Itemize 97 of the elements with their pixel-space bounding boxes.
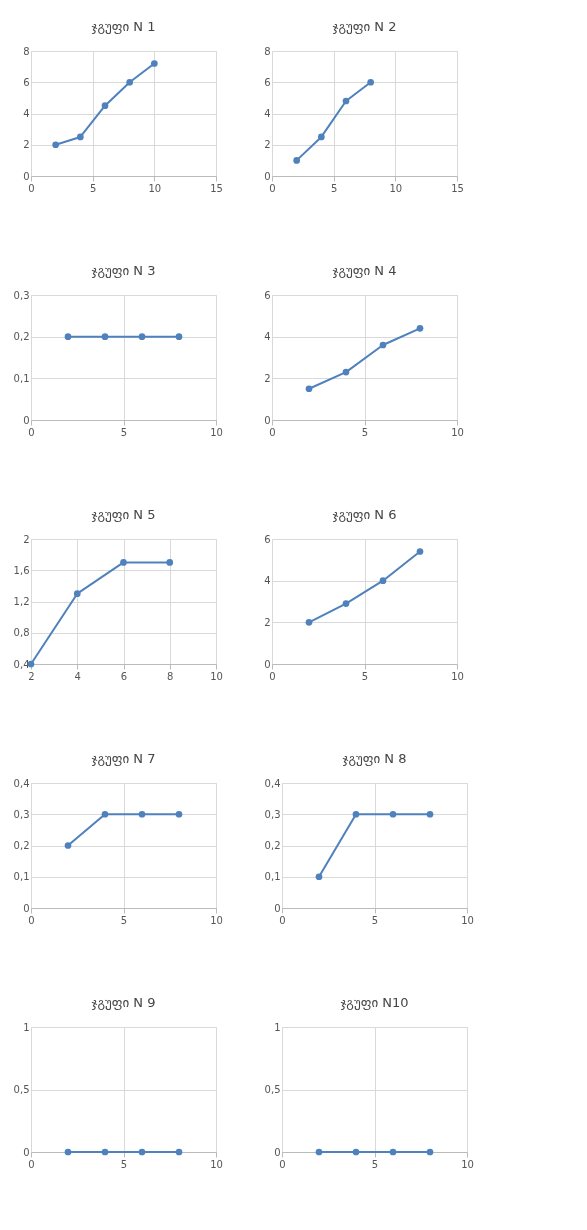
chart-title: ჯგუფი N 8	[342, 751, 407, 766]
y-tick-label: 6	[264, 289, 271, 301]
y-tick-label: 0,3	[264, 808, 281, 820]
x-tick-label: 5	[120, 1158, 128, 1170]
y-tick-label: 6	[264, 76, 271, 88]
x-tick-label: 15	[210, 182, 223, 194]
y-tick-label: 2	[264, 372, 271, 384]
chart-title: ჯგუფი N 6	[332, 507, 397, 522]
point	[305, 385, 313, 393]
point	[120, 559, 127, 566]
y-tick-label: 4	[23, 108, 30, 119]
point	[52, 141, 60, 149]
y-tick-label: 0,4	[13, 777, 30, 789]
y-tick-label: 8	[23, 45, 30, 57]
x-tick-label: 5	[361, 670, 369, 682]
point	[166, 559, 174, 566]
y-tick-label: 0	[23, 1146, 30, 1158]
y-tick-label: 0,1	[13, 372, 30, 384]
y-tick-label: 0,2	[13, 331, 30, 343]
y-tick-label: 1,2	[13, 596, 30, 607]
y-tick-label: 0	[23, 902, 30, 914]
y-tick-label: 1	[274, 1021, 281, 1033]
y-tick-label: 0	[23, 414, 30, 426]
point	[317, 133, 325, 141]
y-tick-label: 0	[23, 170, 30, 182]
chart-title: ჯგუფი N 3	[91, 263, 156, 278]
chart-title: ჯგუფი N 1	[91, 19, 156, 34]
x-tick-label: 5	[371, 1158, 379, 1170]
point	[416, 548, 424, 555]
point	[342, 97, 350, 105]
x-tick-label: 5	[120, 426, 128, 438]
y-tick-label: 0	[264, 658, 271, 670]
point	[342, 600, 350, 607]
y-tick-label: 2	[264, 139, 271, 151]
y-tick-label: 1	[23, 1021, 30, 1033]
chart-title: ჯგუფი N 5	[91, 507, 156, 522]
x-tick-label: 8	[167, 670, 174, 682]
point	[367, 78, 375, 86]
y-tick-label: 4	[264, 331, 271, 343]
y-tick-label: 4	[264, 108, 271, 119]
y-tick-label: 1,6	[13, 564, 30, 576]
chart-title: ჯგუფი N 9	[91, 995, 156, 1010]
x-tick-label: 10	[210, 1158, 223, 1170]
point	[73, 590, 81, 598]
chart-title: ჯგუფი N 2	[332, 19, 397, 34]
x-tick-label: 10	[148, 182, 162, 194]
x-tick-label: 10	[451, 670, 464, 682]
y-tick-label: 2	[23, 139, 30, 151]
x-tick-label: 5	[120, 914, 128, 926]
y-tick-label: 0,2	[264, 840, 281, 851]
y-tick-label: 6	[264, 533, 271, 545]
point	[342, 368, 350, 376]
y-tick-label: 0,2	[13, 840, 30, 851]
y-tick-label: 0,3	[13, 808, 30, 820]
x-tick-label: 15	[451, 182, 464, 194]
y-tick-label: 0,1	[13, 871, 30, 883]
y-tick-label: 0,3	[13, 289, 30, 301]
point	[416, 324, 424, 332]
x-tick-label: 10	[451, 426, 464, 438]
point	[379, 341, 387, 349]
point	[293, 157, 301, 164]
x-tick-label: 10	[461, 914, 474, 926]
y-tick-label: 4	[264, 575, 271, 587]
x-tick-label: 5	[330, 182, 338, 194]
point	[305, 618, 313, 626]
chart-title: ჯგუფი N 7	[91, 751, 156, 766]
x-tick-label: 5	[361, 426, 369, 438]
y-tick-label: 2	[264, 616, 271, 628]
point	[101, 102, 109, 110]
x-tick-label: 10	[461, 1158, 474, 1170]
y-tick-label: 0,5	[13, 1084, 30, 1095]
x-tick-label: 4	[74, 670, 81, 682]
y-tick-label: 0	[264, 170, 271, 182]
x-tick-label: 10	[210, 914, 223, 926]
y-tick-label: 0,1	[264, 871, 281, 883]
point	[379, 577, 387, 585]
y-tick-label: 0,4	[13, 658, 30, 670]
x-tick-label: 5	[89, 182, 97, 194]
x-tick-label: 5	[371, 914, 379, 926]
y-tick-label: 0,5	[264, 1084, 281, 1095]
x-tick-label: 10	[389, 182, 403, 194]
point	[126, 78, 134, 86]
chart-title: ჯგუფი N 4	[332, 263, 397, 278]
y-tick-label: 2	[23, 533, 30, 545]
point	[150, 60, 158, 67]
x-tick-label: 10	[210, 426, 223, 438]
point	[76, 133, 84, 141]
y-tick-label: 8	[264, 45, 271, 57]
y-tick-label: 0	[274, 1146, 281, 1158]
x-tick-label: 10	[210, 670, 223, 682]
x-tick-label: 6	[120, 670, 128, 682]
y-tick-label: 6	[23, 76, 30, 88]
y-tick-label: 0,4	[264, 777, 281, 789]
chart-title: ჯგუფი N10	[340, 995, 409, 1010]
y-tick-label: 0,8	[13, 627, 30, 639]
y-tick-label: 0	[274, 902, 281, 914]
y-tick-label: 0	[264, 414, 271, 426]
